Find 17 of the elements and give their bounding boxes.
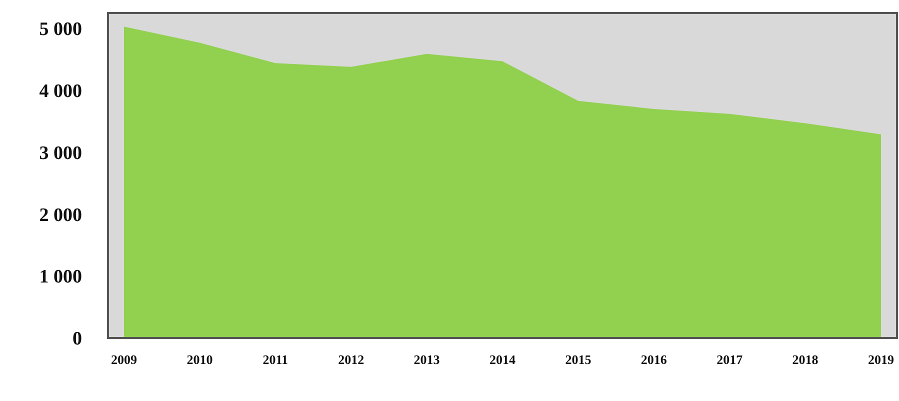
x-tick-label: 2019 bbox=[868, 352, 894, 367]
x-tick-label: 2010 bbox=[186, 352, 213, 367]
x-tick-label: 2017 bbox=[716, 352, 744, 367]
x-tick-label: 2015 bbox=[565, 352, 592, 367]
y-tick-label: 4 000 bbox=[39, 81, 82, 102]
x-tick-label: 2018 bbox=[792, 352, 819, 367]
x-tick-label: 2012 bbox=[338, 352, 364, 367]
y-tick-label: 0 bbox=[72, 328, 82, 350]
x-tick-label: 2011 bbox=[262, 352, 288, 367]
x-tick-label: 2013 bbox=[414, 352, 440, 367]
y-tick-label: 3 000 bbox=[39, 142, 82, 164]
x-tick-label: 2016 bbox=[640, 352, 668, 367]
x-tick-label: 2014 bbox=[490, 352, 516, 367]
y-tick-label: 1 000 bbox=[39, 266, 82, 288]
x-tick-label: 2009 bbox=[111, 352, 138, 367]
y-tick-label: 5 000 bbox=[39, 19, 82, 40]
y-tick-label: 2 000 bbox=[39, 204, 82, 226]
